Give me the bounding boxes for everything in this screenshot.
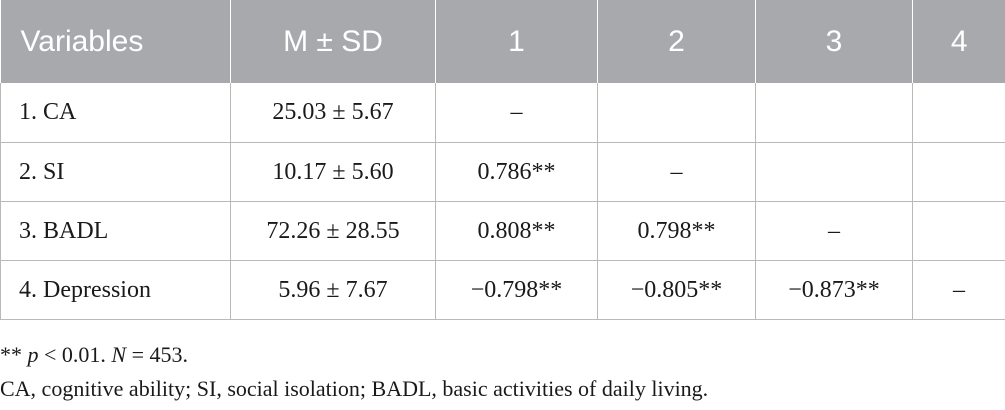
row-mean-sd: 5.96 ± 7.67 (230, 260, 436, 320)
sig-p: p (27, 342, 39, 367)
row-variable-label: 1. CA (0, 83, 231, 143)
header-col-3: 3 (755, 0, 913, 83)
table-cell (912, 142, 1005, 202)
table-cell: 0.798** (597, 201, 756, 261)
sig-end: = 453. (126, 342, 189, 367)
header-col-1: 1 (435, 0, 598, 83)
table-cell (755, 142, 913, 202)
table-cell: −0.873** (755, 260, 913, 320)
table-row: 1. CA 25.03 ± 5.67 – (0, 83, 1005, 143)
table-cell: – (755, 201, 913, 261)
table-cell: 0.786** (435, 142, 598, 202)
row-mean-sd: 25.03 ± 5.67 (230, 83, 436, 143)
sig-mid: < 0.01. (38, 342, 112, 367)
table-row: 3. BADL 72.26 ± 28.55 0.808** 0.798** – (0, 201, 1005, 261)
sig-prefix: ** (0, 342, 28, 367)
table-footnotes: ** p < 0.01. N = 453. CA, cognitive abil… (0, 338, 1005, 406)
header-col-4: 4 (912, 0, 1005, 83)
significance-note: ** p < 0.01. N = 453. (0, 338, 1005, 372)
header-col-2: 2 (597, 0, 756, 83)
row-mean-sd: 72.26 ± 28.55 (230, 201, 436, 261)
table-cell: −0.805** (597, 260, 756, 320)
abbreviations-note: CA, cognitive ability; SI, social isolat… (0, 376, 709, 401)
table-cell (912, 201, 1005, 261)
table-cell: – (912, 260, 1005, 320)
header-variables: Variables (0, 0, 231, 83)
table-row: 4. Depression 5.96 ± 7.67 −0.798** −0.80… (0, 260, 1005, 320)
table-cell: – (597, 142, 756, 202)
row-variable-label: 4. Depression (0, 260, 231, 320)
row-variable-label: 3. BADL (0, 201, 231, 261)
row-mean-sd: 10.17 ± 5.60 (230, 142, 436, 202)
table-cell (597, 83, 756, 143)
table-cell: 0.808** (435, 201, 598, 261)
table-cell: – (435, 83, 598, 143)
header-mean-sd: M ± SD (230, 0, 436, 83)
table-cell (912, 83, 1005, 143)
correlation-table-container: Variables M ± SD 1 2 3 4 1. CA 25.03 ± 5… (0, 0, 1005, 320)
correlation-table: Variables M ± SD 1 2 3 4 1. CA 25.03 ± 5… (0, 0, 1005, 320)
table-cell (755, 83, 913, 143)
row-variable-label: 2. SI (0, 142, 231, 202)
table-cell: −0.798** (435, 260, 598, 320)
table-header-row: Variables M ± SD 1 2 3 4 (0, 0, 1005, 83)
sig-n: N (111, 342, 127, 367)
table-row: 2. SI 10.17 ± 5.60 0.786** – (0, 142, 1005, 202)
